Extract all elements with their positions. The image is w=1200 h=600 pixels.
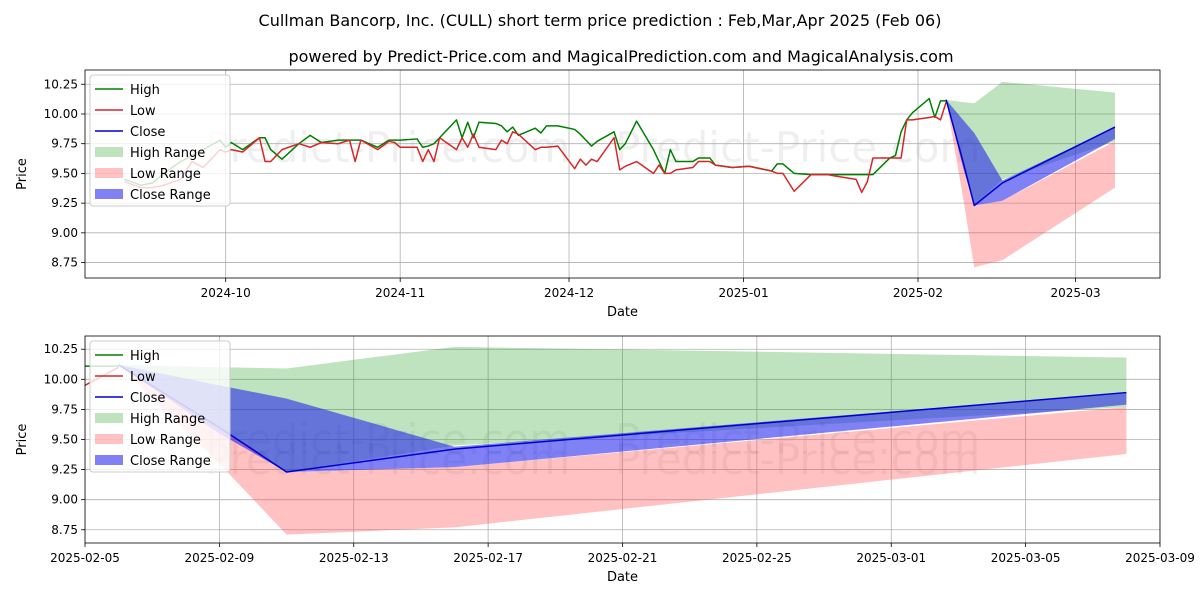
legend-label: High — [130, 349, 160, 364]
legend-swatch-high-range — [95, 147, 123, 157]
x-tick-label: 2025-02-05 — [50, 551, 120, 565]
x-tick-label: 2025-03 — [1051, 286, 1101, 300]
y-tick-label: 10.00 — [44, 107, 78, 121]
legend-label: Close Range — [130, 188, 211, 203]
legend-swatch-low-range — [95, 168, 123, 178]
y-tick-label: 8.75 — [51, 523, 78, 537]
watermark-text: Predict-Price.com — [205, 123, 570, 172]
x-axis-label: Date — [607, 570, 638, 585]
legend-label: Close — [130, 125, 165, 140]
x-tick-label: 2025-02-21 — [588, 551, 658, 565]
x-tick-label: 2025-03-05 — [991, 551, 1061, 565]
legend-box — [89, 340, 231, 473]
close-forecast-line — [945, 99, 1116, 207]
legend: High Low Close High Range Low Range Close Ran… — [89, 340, 231, 473]
y-tick-label: 10.25 — [44, 77, 78, 91]
x-tick-label: 2025-02 — [893, 286, 943, 300]
y-tick-label: 9.00 — [51, 226, 78, 240]
x-tick-label: 2025-02-09 — [185, 551, 255, 565]
y-tick-label: 10.25 — [44, 342, 78, 356]
y-tick-label: 9.50 — [51, 166, 78, 180]
y-axis-label: Price — [15, 424, 30, 456]
legend-swatch-high-range — [95, 413, 123, 423]
legend-label: Close — [130, 391, 165, 406]
plot-area-2: Predict-Price.comPredict-Price.comPredic… — [85, 336, 1160, 543]
legend-box — [89, 74, 231, 207]
plot-area-1: Predict-Price.com Predict-Price.com Predic… — [85, 70, 1160, 322]
legend-swatch-close-range — [95, 189, 123, 199]
y-axis-label: Price — [15, 158, 30, 190]
y-tick-label: 8.75 — [51, 256, 78, 270]
x-tick-label: 2024-11 — [375, 286, 425, 300]
low-range-band — [118, 364, 1127, 535]
low-range-band — [946, 99, 1115, 268]
legend-label: Low — [130, 104, 156, 119]
x-tick-label: 2025-02-25 — [722, 551, 792, 565]
watermark-text: Predict-Price.com — [615, 273, 980, 322]
legend-label: Low — [130, 370, 156, 385]
chart-subtitle: powered by Predict-Price.com and Magical… — [288, 47, 953, 66]
close-range-band — [118, 364, 1127, 472]
x-tick-label: 2025-03-09 — [1125, 551, 1195, 565]
close-range-band — [946, 99, 1115, 206]
legend: High Low Close High Range Low Range Close Ran… — [89, 74, 231, 207]
x-axis-label: Date — [607, 305, 638, 320]
y-tick-label: 9.00 — [51, 493, 78, 507]
y-tick-label: 9.75 — [51, 137, 78, 151]
legend-swatch-close-range — [95, 455, 123, 465]
y-tick-label: 9.75 — [51, 402, 78, 416]
watermark-text: Predict-Price.com — [205, 273, 570, 322]
legend-label: Low Range — [130, 167, 201, 182]
plot-frame-1 — [84, 69, 1161, 279]
legend-label: High Range — [130, 146, 205, 161]
y-tick-label: 10.00 — [44, 372, 78, 386]
x-tick-label: 2025-02-17 — [453, 551, 523, 565]
low-price-line — [124, 101, 947, 194]
y-tick-label: 9.25 — [51, 196, 78, 210]
plot-frame-2 — [84, 335, 1161, 544]
legend-label: High — [130, 83, 160, 98]
chart-title: Cullman Bancorp, Inc. (CULL) short term … — [259, 11, 942, 30]
watermark-text: Predict-Price.com — [615, 123, 980, 172]
x-tick-label: 2025-01 — [718, 286, 768, 300]
x-tick-label: 2025-03-01 — [856, 551, 926, 565]
x-tick-label: 2024-12 — [544, 286, 594, 300]
y-tick-label: 9.50 — [51, 433, 78, 447]
legend-label: Close Range — [130, 454, 211, 469]
legend-label: Low Range — [130, 433, 201, 448]
legend-swatch-low-range — [95, 434, 123, 444]
legend-label: High Range — [130, 412, 205, 427]
y-tick-label: 9.25 — [51, 463, 78, 477]
x-tick-label: 2024-10 — [201, 286, 251, 300]
x-tick-label: 2025-02-13 — [319, 551, 389, 565]
